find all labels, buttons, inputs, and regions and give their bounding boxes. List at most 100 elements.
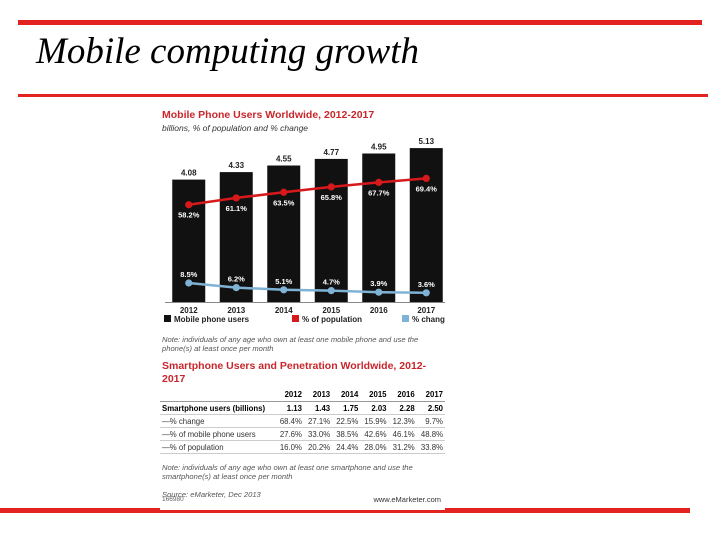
table-cell: 15.9% (360, 414, 389, 428)
top-rule (18, 20, 702, 25)
population-point (280, 188, 288, 196)
population-point (422, 174, 430, 183)
table-cell: 46.1% (388, 427, 417, 441)
table-col-header: 2016 (388, 388, 417, 402)
change-line (188, 281, 427, 295)
table-col-header: 2013 (303, 388, 333, 402)
table-cell: 24.4% (332, 440, 361, 454)
legend-swatch (164, 315, 171, 322)
chart-title: Mobile Phone Users Worldwide, 2012-2017 (162, 109, 375, 121)
bar-value-label: 4.08 (181, 169, 197, 178)
table-header-row: 2012 2013 2014 2015 2016 2017 (160, 388, 445, 402)
table-title: Smartphone Users and Penetration Worldwi… (162, 360, 427, 385)
table-note: Note: individuals of any age who own at … (162, 463, 413, 481)
bar-value-label: 5.13 (418, 137, 434, 146)
table-row: —% of population 16.0% 20.2% 24.4% 28.0%… (160, 440, 445, 454)
legend-label: % change (412, 315, 445, 324)
population-point (327, 183, 335, 191)
bar (314, 158, 348, 302)
table-cell: 27.6% (275, 427, 304, 441)
table-col-header: 2014 (332, 388, 361, 402)
row-label: —% change (160, 414, 276, 428)
bar-value-label: 4.77 (323, 148, 339, 157)
change-point (280, 286, 288, 294)
table-cell: 1.13 (275, 401, 304, 415)
table-cell: 68.4% (275, 414, 304, 428)
change-point (185, 279, 193, 287)
population-label: 65.8% (321, 193, 343, 202)
table-cell: 2.28 (388, 401, 417, 415)
table-cell: 27.1% (303, 414, 333, 428)
table-cell: 38.5% (332, 427, 361, 441)
change-point (422, 289, 430, 297)
table-cell: 2.03 (360, 401, 389, 415)
change-label: 8.5% (180, 270, 197, 279)
table-col-header: 2012 (275, 388, 304, 402)
legend-swatch (292, 315, 299, 322)
change-label: 3.6% (418, 280, 435, 289)
table-cell: 2.50 (416, 401, 445, 415)
emarketer-figure: Mobile Phone Users Worldwide, 2012-2017 … (160, 106, 445, 510)
table-cell: 16.0% (275, 440, 304, 454)
population-label: 63.5% (273, 198, 295, 207)
population-line (188, 177, 427, 206)
x-tick-label: 2017 (417, 306, 435, 315)
table-row: —% of mobile phone users 27.6% 33.0% 38.… (160, 427, 445, 441)
table-row: —% change 68.4% 27.1% 22.5% 15.9% 12.3% … (160, 414, 445, 428)
chart-note: Note: individuals of any age who own at … (162, 335, 419, 353)
bar-value-label: 4.33 (228, 161, 244, 170)
table-cell: 33.8% (416, 440, 445, 454)
population-point (185, 201, 193, 209)
change-point (327, 287, 335, 295)
x-tick-label: 2012 (180, 306, 198, 315)
population-point (232, 194, 240, 202)
change-label: 4.7% (323, 278, 340, 287)
smartphone-table: 2012 2013 2014 2015 2016 2017 Smartphone… (160, 388, 445, 454)
table-cell: 48.8% (416, 427, 445, 441)
bar (409, 148, 443, 302)
table-cell: 20.2% (303, 440, 333, 454)
legend-label: Mobile phone users (174, 315, 250, 324)
chart-subtitle: billions, % of population and % change (162, 123, 309, 133)
x-tick-label: 2016 (370, 306, 388, 315)
bar (219, 172, 253, 302)
population-point (375, 178, 383, 187)
table-cell: 9.7% (416, 414, 445, 428)
table-row: Smartphone users (billions) 1.13 1.43 1.… (160, 401, 445, 415)
table-source: Source: eMarketer, Dec 2013 (162, 490, 261, 499)
change-label: 6.2% (228, 275, 245, 284)
table-corner (160, 388, 276, 402)
legend-label: % of population (302, 315, 362, 324)
population-label: 61.1% (226, 204, 248, 213)
bar (362, 153, 396, 302)
x-tick-label: 2014 (275, 306, 293, 315)
bottom-rule (0, 508, 690, 513)
table-cell: 22.5% (332, 414, 361, 428)
bar-line-chart: 4.08 4.33 4.55 4.77 4.95 5.13 58.2% 61.1% 63.5% 6… (164, 137, 445, 324)
table-cell: 1.43 (303, 401, 333, 415)
table-cell: 31.2% (388, 440, 417, 454)
change-label: 5.1% (275, 277, 292, 286)
row-label: —% of population (160, 440, 276, 454)
population-label: 58.2% (178, 211, 200, 220)
change-point (232, 284, 240, 292)
brand-logo: www.eMarketer.com (373, 495, 441, 504)
figure-id: 166980 (162, 496, 184, 503)
bar-value-label: 4.95 (371, 143, 387, 152)
bar-value-label: 4.55 (276, 155, 292, 164)
table-cell: 12.3% (388, 414, 417, 428)
legend-swatch (402, 315, 409, 322)
change-point (375, 288, 383, 296)
table-cell: 42.6% (360, 427, 389, 441)
population-label: 67.7% (368, 188, 390, 197)
change-label: 3.9% (370, 279, 387, 288)
table-cell: 33.0% (303, 427, 333, 441)
table-cell: 28.0% (360, 440, 389, 454)
table-col-header: 2017 (416, 388, 445, 402)
bar (267, 165, 301, 302)
x-tick-label: 2015 (322, 306, 340, 315)
population-label: 69.4% (416, 184, 438, 193)
x-tick-label: 2013 (227, 306, 245, 315)
table-cell: 1.75 (332, 401, 361, 415)
row-label: —% of mobile phone users (160, 427, 276, 441)
